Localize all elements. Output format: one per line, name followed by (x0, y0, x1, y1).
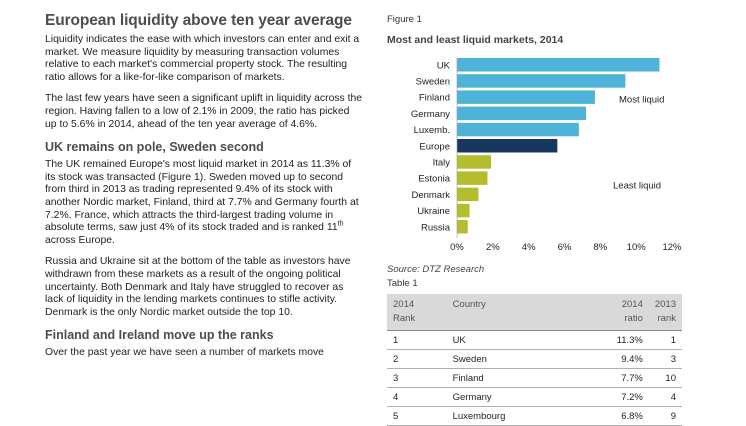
x-tick-label: 12% (662, 242, 682, 253)
cell-ratio: 7.7% (557, 368, 649, 388)
liquidity-rank-table: 2014 Rank Country 2014 ratio 2013 rank 1 UK 1… (387, 294, 682, 426)
category-label: Denmark (411, 190, 450, 201)
cell-ratio: 9.4% (557, 349, 649, 369)
cell-country: Germany (446, 387, 558, 407)
cell-prev-rank: 9 (648, 406, 682, 426)
header-country: Country (446, 294, 558, 331)
bar-uk (457, 58, 660, 72)
x-tick-label: 6% (558, 242, 572, 253)
category-label: Finland (419, 93, 450, 104)
bar-europe (457, 139, 558, 153)
x-tick-label: 8% (593, 242, 607, 253)
cell-ratio: 11.3% (557, 330, 649, 350)
figure-column: Figure 1 Most and least liquid markets, … (387, 14, 687, 426)
cell-rank: 3 (387, 368, 447, 388)
cell-ratio: 6.8% (557, 406, 649, 426)
cell-rank: 1 (387, 330, 447, 350)
x-tick-label: 0% (450, 242, 464, 253)
article-title: European liquidity above ten year averag… (45, 12, 352, 29)
bar-germany (457, 106, 586, 121)
category-label: Ukraine (417, 206, 450, 217)
cell-prev-rank: 10 (648, 368, 682, 388)
x-tick-label: 2% (486, 242, 500, 253)
header-2014-ratio: 2014 ratio (557, 294, 649, 331)
bar-denmark (457, 187, 479, 202)
category-label: Estonia (418, 174, 450, 185)
table-row: 2 Sweden 9.4% 3 (387, 349, 682, 369)
article-column: European liquidity above ten year averag… (45, 12, 363, 369)
header-2014-rank: 2014 Rank (387, 294, 447, 331)
category-label: Europe (419, 141, 450, 152)
table-header-row: 2014 Rank Country 2014 ratio 2013 rank (387, 294, 682, 331)
liquidity-bar-chart: UK Sweden Finland Germany Luxemb. Europe Italy… (411, 58, 682, 253)
header-2013-rank: 2013 rank (648, 294, 682, 331)
cell-rank: 5 (387, 406, 447, 426)
cell-country: UK (446, 330, 558, 350)
cell-ratio: 7.2% (557, 387, 649, 407)
cell-prev-rank: 1 (648, 330, 682, 350)
table-row: 5 Luxembourg 6.8% 9 (387, 406, 682, 426)
annotation-least-liquid: Least liquid (613, 180, 661, 191)
bar-estonia (457, 171, 488, 185)
table-body: 1 UK 11.3% 1 2 Sweden 9.4% 3 3 Finland 7.7% 10 4 Germ… (387, 330, 682, 426)
bar-ukraine (457, 203, 470, 218)
category-label: Sweden (416, 76, 450, 87)
bar-luxemb (457, 122, 579, 137)
figure-title: Most and least liquid markets, 2014 (387, 34, 564, 46)
cell-country: Sweden (446, 349, 558, 369)
paragraph-2: The last few years have seen a significa… (45, 93, 363, 130)
cell-prev-rank: 4 (648, 387, 682, 407)
cell-rank: 2 (387, 349, 447, 369)
table-label: Table 1 (387, 278, 418, 289)
figure-label: Figure 1 (387, 14, 422, 25)
paragraph-5: Over the past year we have seen a number… (45, 347, 324, 359)
paragraph-1: Liquidity indicates the ease with which … (45, 34, 360, 83)
x-tick-label: 4% (522, 242, 536, 253)
cell-country: Luxembourg (446, 406, 558, 426)
category-label: Germany (411, 109, 450, 120)
paragraph-3: The UK remained Europe's most liquid mar… (45, 159, 359, 246)
bar-finland (457, 90, 595, 104)
bar-russia (457, 220, 468, 234)
cell-country: Finland (446, 368, 558, 388)
figure-source: Source: DTZ Research (387, 264, 485, 275)
cell-prev-rank: 3 (648, 349, 682, 369)
category-label: UK (437, 60, 451, 71)
table-row: 3 Finland 7.7% 10 (387, 368, 682, 388)
section-heading-finland: Finland and Ireland move up the ranks (45, 328, 274, 343)
category-label: Russia (421, 222, 451, 233)
annotation-most-liquid: Most liquid (619, 95, 664, 106)
bar-italy (457, 155, 492, 169)
x-tick-label: 10% (627, 242, 647, 253)
category-label: Luxemb. (414, 125, 450, 136)
table-row: 1 UK 11.3% 1 (387, 330, 682, 350)
cell-rank: 4 (387, 387, 447, 407)
paragraph-4: Russia and Ukraine sit at the bottom of … (45, 256, 351, 318)
category-label: Italy (433, 157, 451, 168)
bar-sweden (457, 74, 626, 88)
table-row: 4 Germany 7.2% 4 (387, 387, 682, 407)
section-heading-uk: UK remains on pole, Sweden second (45, 140, 264, 155)
